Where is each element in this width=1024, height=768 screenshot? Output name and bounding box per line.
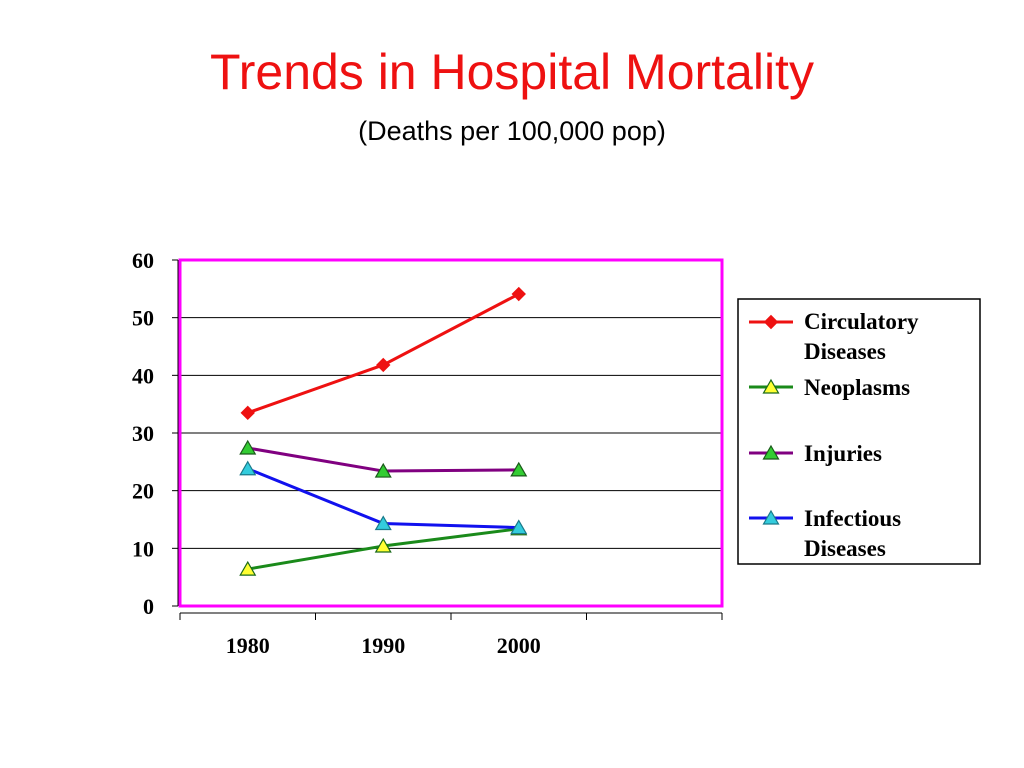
y-tick-label: 10 [132,536,154,561]
gridlines [180,317,722,549]
legend-marker [762,444,780,460]
series-4 [239,460,528,535]
y-tick-label: 60 [132,248,154,273]
legend-label: Circulatory [804,309,919,334]
y-tick-label: 50 [132,306,154,331]
legend-marker [763,314,779,330]
legend-label: Diseases [804,536,886,561]
data-point [239,460,257,476]
legend-item: Infectious Diseases [749,506,901,561]
legend-marker [762,509,780,525]
data-point [239,439,257,455]
y-tick-label: 40 [132,363,154,388]
data-point [374,462,392,478]
x-tick-label: 1990 [361,633,405,658]
legend-box [737,298,981,565]
series-1 [240,286,526,421]
slide-subtitle: (Deaths per 100,000 pop) [358,116,666,146]
data-point [374,537,392,553]
y-tick-label: 30 [132,421,154,446]
legend: Circulatory Diseases Neoplasms Injuries Infe… [737,298,981,565]
series-line [247,292,520,415]
x-tick-label: 2000 [497,633,541,658]
slide-title: Trends in Hospital Mortality [210,44,814,100]
legend-item: Neoplasms [749,375,910,400]
data-point [239,560,257,576]
legend-marker [762,378,780,394]
legend-label: Diseases [804,339,886,364]
series-3 [239,439,528,478]
legend-label: Neoplasms [804,375,910,400]
data-point [510,461,528,477]
data-point [240,405,255,421]
legend-item: Injuries [749,441,882,466]
legend-label: Injuries [804,441,882,466]
legend-label: Infectious [804,506,901,531]
axes: 0 10 20 30 40 50 60 1980 1990 2000 [132,248,724,658]
data-point [510,519,528,535]
y-tick-label: 0 [143,594,154,619]
y-tick-label: 20 [132,479,154,504]
series-lines [239,286,528,576]
data-point [374,515,392,531]
legend-item: Circulatory Diseases [749,309,919,364]
x-tick-label: 1980 [226,633,270,658]
data-point [376,357,391,373]
data-point [511,286,526,302]
plot-area-border [178,258,724,608]
